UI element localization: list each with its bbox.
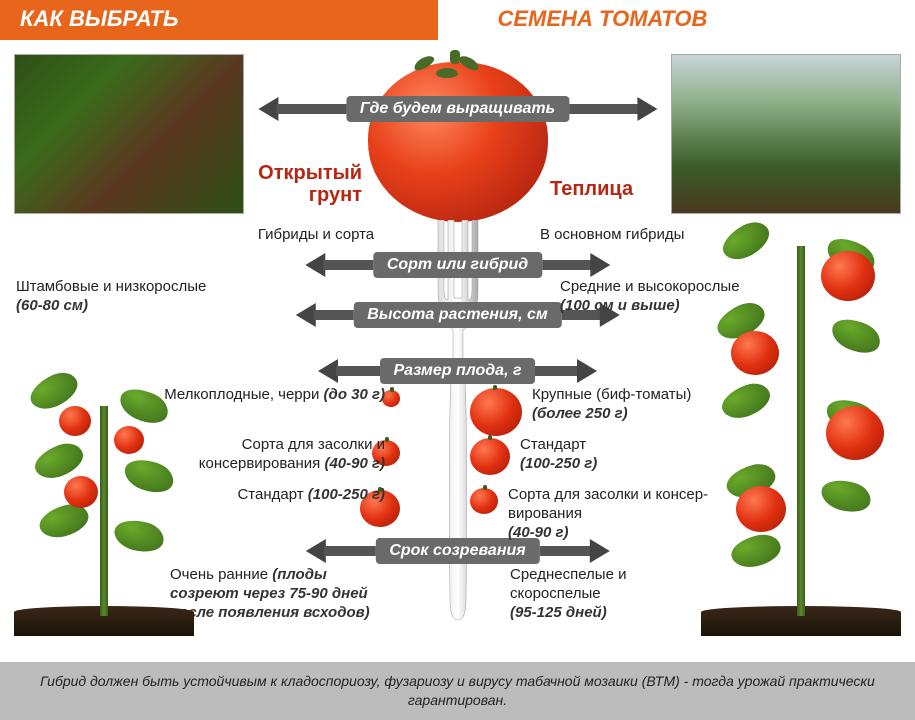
header: КАК ВЫБРАТЬ СЕМЕНА ТОМАТОВ	[0, 0, 915, 40]
criterion-size: Размер плода, г	[318, 358, 598, 384]
criterion-label: Сорт или гибрид	[373, 252, 542, 278]
footer-note: Гибрид должен быть устойчивым к кладоспо…	[0, 662, 915, 720]
infographic-body: Открытый грунт Теплица Где будем выращив…	[0, 40, 915, 660]
photo-open-ground	[14, 54, 244, 214]
plant-tall-icon	[701, 206, 901, 636]
header-left: КАК ВЫБРАТЬ	[0, 0, 438, 40]
text-ripen-left: Очень ранние (плоды созреют через 75-90 …	[170, 566, 380, 622]
text-height-left: Штамбовые и низкорослые (60-80 см)	[16, 278, 216, 316]
text-hybrid-right: В основном гибриды	[540, 226, 684, 245]
criterion-label: Где будем выращивать	[346, 96, 569, 122]
criterion-where: Где будем выращивать	[258, 96, 657, 122]
size-tomato-right-icon	[470, 488, 498, 514]
center-column	[308, 40, 608, 212]
header-right: СЕМЕНА ТОМАТОВ	[438, 0, 915, 40]
text-hybrid-left: Гибриды и сорта	[256, 226, 376, 245]
size-tomato-right-icon	[470, 438, 510, 475]
photo-greenhouse	[671, 54, 901, 214]
plant-short-icon	[14, 336, 194, 636]
criterion-label: Высота растения, см	[353, 302, 561, 328]
tomato-hero-icon	[358, 50, 558, 220]
text-ripen-right: Среднеспелые и скороспелые (95-125 дней)	[510, 566, 710, 622]
size-tomato-right-icon	[470, 388, 522, 436]
criterion-hybrid: Сорт или гибрид	[305, 252, 610, 278]
criterion-label: Размер плода, г	[380, 358, 536, 384]
